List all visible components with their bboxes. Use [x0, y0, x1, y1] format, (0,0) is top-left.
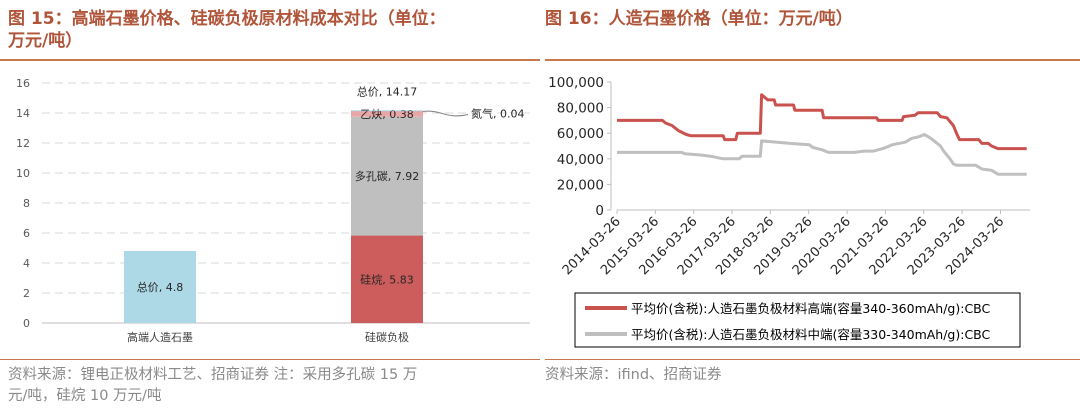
- y-tick-label: 0: [23, 317, 30, 330]
- legend-label: 平均价(含税):人造石墨负极材料中端(容量330-340mAh/g):CBC: [631, 327, 991, 342]
- left-chart-title: 图 15：高端石墨价格、硅碳负极原材料成本对比（单位： 万元/吨）: [8, 8, 446, 52]
- y-tick-label: 14: [16, 107, 30, 120]
- bar-segment-acetylene: [351, 111, 423, 117]
- y-tick-label: 80,000: [557, 101, 604, 117]
- y-tick-label: 10: [16, 167, 30, 180]
- left-source-line2: 元/吨，硅烷 10 万元/吨: [8, 388, 162, 404]
- bar-segment-graphite: [124, 251, 196, 323]
- legend-label: 平均价(含税):人造石墨负极材料高端(容量340-360mAh/g):CBC: [631, 301, 991, 316]
- y-tick-label: 20,000: [557, 177, 604, 193]
- right-chart-title: 图 16：人造石墨价格（单位：万元/吨）: [545, 9, 853, 29]
- y-tick-label: 6: [23, 227, 30, 240]
- left-bottom-rule: [0, 359, 540, 360]
- y-tick-label: 60,000: [557, 126, 604, 142]
- left-title-line2: 万元/吨）: [8, 31, 83, 51]
- right-source-note: 资料来源：ifind、招商证券: [545, 367, 722, 383]
- data-label-nitrogen: 氮气, 0.04: [471, 106, 525, 120]
- right-bottom-rule: [545, 359, 1080, 360]
- right-title-rule: [545, 59, 1080, 61]
- y-tick-label: 2: [23, 287, 30, 300]
- data-label-graphite: 总价, 4.8: [137, 280, 184, 294]
- y-tick-label: 0: [595, 203, 604, 219]
- bar-segment-porous_carbon: [351, 116, 423, 236]
- x-category-label: 高端人造石墨: [127, 330, 193, 344]
- x-category-label: 硅碳负极: [365, 330, 409, 344]
- left-title-rule: [0, 59, 540, 61]
- y-tick-label: 100,000: [548, 75, 604, 91]
- series-line-mid-end: [617, 133, 1027, 176]
- data-label-total: 总价, 14.17: [357, 84, 417, 98]
- data-label-silane: 硅烷, 5.83: [360, 272, 414, 286]
- data-label-porous_carbon: 多孔碳, 7.92: [355, 169, 420, 183]
- series-line-high-end: [617, 93, 1027, 151]
- cost-comparison-chart: 0 2 4 6 8 10 12 14 16 高端人造石墨 硅碳负极 总价, 4.8 硅烷, 5.83 多孔…: [16, 77, 530, 344]
- y-tick-label: 16: [16, 77, 30, 90]
- bar-segment-silane: [351, 235, 423, 323]
- left-source-note: 资料来源：锂电正极材料工艺、招商证券 注：采用多孔碳 15 万 元/吨，硅烷 1…: [8, 365, 538, 407]
- legend-box: [574, 292, 1021, 348]
- bar-segment-nitrogen: [351, 110, 423, 112]
- y-tick-label: 8: [23, 197, 30, 210]
- graphite-price-chart: 020,00040,00060,00080,000100,0002014-03-…: [548, 75, 1030, 348]
- y-tick-label: 40,000: [557, 152, 604, 168]
- y-tick-label: 12: [16, 137, 30, 150]
- data-label-acetylene: 乙炔, 0.38: [360, 108, 414, 121]
- left-title-line1: 图 15：高端石墨价格、硅碳负极原材料成本对比（单位：: [8, 9, 446, 29]
- y-tick-label: 4: [23, 257, 30, 270]
- leader-line: [422, 110, 469, 117]
- left-source-line1: 资料来源：锂电正极材料工艺、招商证券 注：采用多孔碳 15 万: [8, 367, 418, 383]
